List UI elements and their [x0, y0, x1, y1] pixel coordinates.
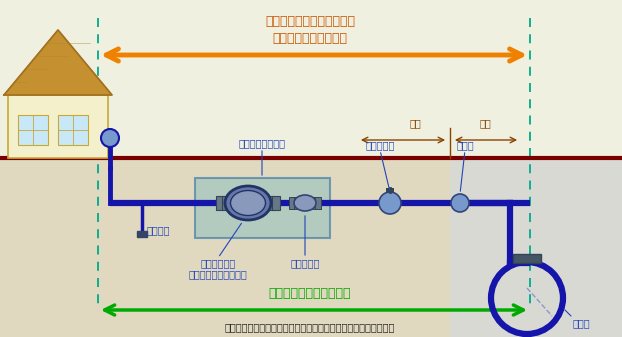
Polygon shape: [4, 30, 112, 95]
Circle shape: [451, 194, 469, 212]
Bar: [195, 178, 330, 238]
Bar: [266, 196, 274, 210]
Bar: [294, 197, 300, 209]
Text: 第１止水栓: 第１止水栓: [365, 140, 395, 150]
Bar: [386, 188, 394, 193]
Bar: [315, 197, 321, 209]
Bar: [58, 115, 88, 145]
Bar: [0, 158, 450, 337]
Bar: [513, 254, 541, 263]
Text: 配水管: 配水管: [573, 318, 591, 328]
Bar: [18, 115, 48, 145]
Bar: [289, 197, 295, 209]
Ellipse shape: [225, 186, 271, 220]
Text: お客さま所有の給水装置: お客さま所有の給水装置: [269, 287, 351, 300]
Bar: [222, 196, 230, 210]
Circle shape: [379, 192, 401, 214]
Bar: [8, 95, 108, 158]
Text: （配水管の取り出し口からじゃ口まで。ただしメーターを除く）: （配水管の取り出し口からじゃ口まで。ただしメーターを除く）: [225, 322, 395, 332]
Bar: [310, 197, 316, 209]
Text: 分水栓: 分水栓: [456, 140, 474, 150]
Text: 第２止水栓: 第２止水栓: [290, 258, 320, 268]
Text: 宅地: 宅地: [409, 118, 421, 128]
Text: メーターボックス: メーターボックス: [238, 138, 285, 148]
Text: 水抜き栓: 水抜き栓: [147, 225, 170, 235]
Ellipse shape: [294, 195, 316, 211]
Circle shape: [101, 129, 119, 147]
Bar: [450, 158, 622, 337]
Text: 道路: 道路: [479, 118, 491, 128]
Text: 融資あっせんの対象となる: 融資あっせんの対象となる: [265, 15, 355, 28]
Text: 水道メーター
（上下水道局が貸与）: 水道メーター （上下水道局が貸与）: [188, 258, 248, 280]
Ellipse shape: [231, 190, 266, 215]
Text: 給水管取替工事の範囲: 給水管取替工事の範囲: [272, 32, 348, 45]
Bar: [216, 196, 224, 210]
Bar: [137, 231, 147, 237]
Bar: [272, 196, 280, 210]
